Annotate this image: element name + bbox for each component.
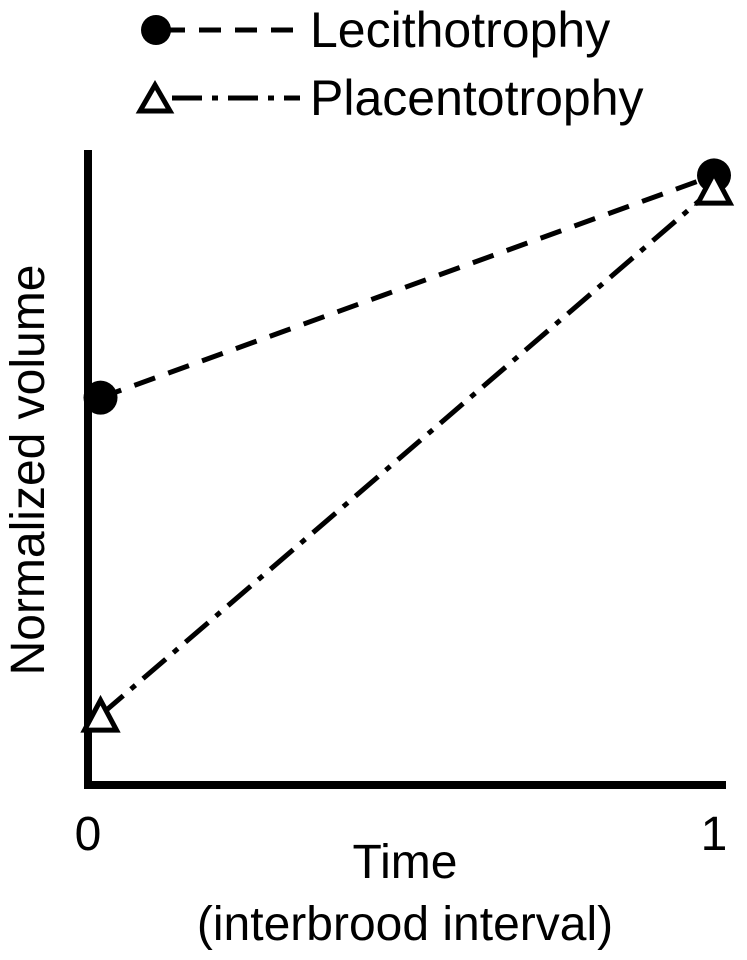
data-point-placentotrophy-0 <box>80 694 121 733</box>
legend-label-lecithotrophy: Lecithotrophy <box>310 2 610 58</box>
legend: Lecithotrophy Placentotrophy <box>135 2 644 126</box>
series-line-lecithotrophy <box>99 173 715 401</box>
legend-marker-lecithotrophy <box>141 15 171 45</box>
data-point-lecithotrophy-0 <box>83 380 118 415</box>
x-axis-sublabel: (interbrood interval) <box>197 898 613 951</box>
legend-item-lecithotrophy: Lecithotrophy <box>141 2 610 58</box>
plot-area <box>80 158 735 733</box>
legend-label-placentotrophy: Placentotrophy <box>310 70 644 126</box>
legend-marker-placentotrophy <box>135 79 175 114</box>
x-axis-label: Time <box>353 836 458 889</box>
x-tick-label-0: 0 <box>75 808 102 861</box>
data-point-placentotrophy-1 <box>693 167 735 206</box>
series-line-placentotrophy <box>98 186 716 718</box>
x-tick-label-1: 1 <box>701 808 728 861</box>
legend-item-placentotrophy: Placentotrophy <box>135 70 644 126</box>
y-axis-label: Normalized volume <box>2 265 55 676</box>
